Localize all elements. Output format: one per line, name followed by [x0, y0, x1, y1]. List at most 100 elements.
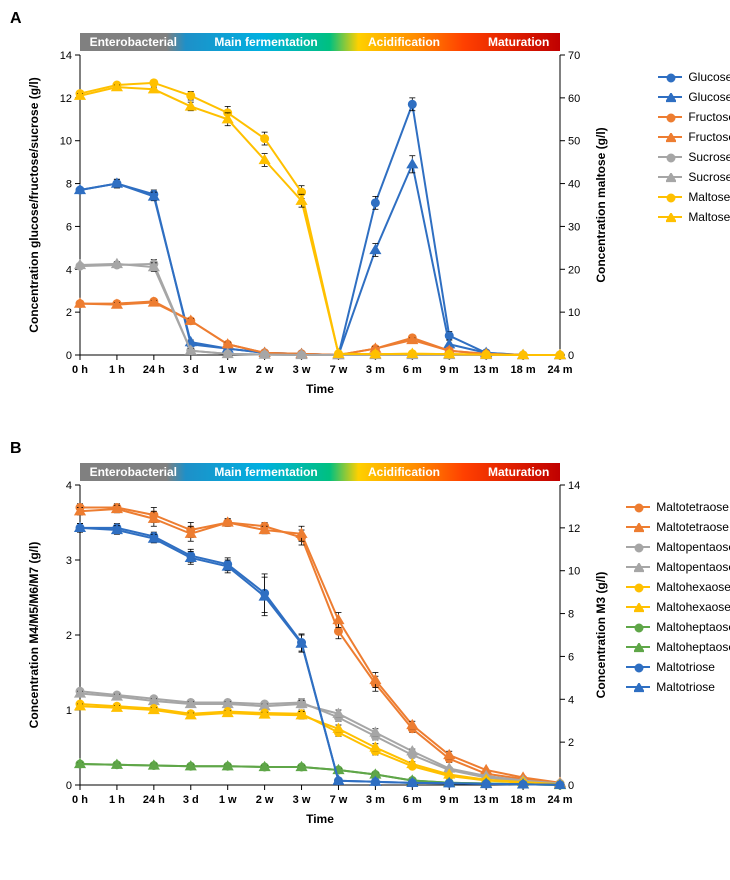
svg-text:1: 1 [66, 705, 72, 717]
legend-label: Maltotriose [656, 660, 715, 674]
chart-b: B Enterobacterial Main fermentation Acidif… [10, 440, 730, 850]
legend-item: Maltohexaose [626, 580, 730, 594]
svg-text:Maturation: Maturation [488, 35, 549, 49]
legend-label: Glucose [688, 90, 730, 104]
svg-text:4: 4 [66, 264, 72, 276]
svg-text:7 w: 7 w [330, 794, 348, 806]
svg-text:Main fermentation: Main fermentation [214, 465, 317, 479]
svg-text:2: 2 [568, 737, 574, 749]
svg-text:9 m: 9 m [440, 364, 459, 376]
legend-item: Maltohexaose [626, 600, 730, 614]
svg-text:18 m: 18 m [511, 364, 536, 376]
svg-text:Enterobacterial: Enterobacterial [90, 465, 177, 479]
svg-text:9 m: 9 m [440, 794, 459, 806]
legend-label: Maltotetraose [656, 500, 729, 514]
legend-label: Sucrose [688, 170, 730, 184]
svg-text:7 w: 7 w [330, 364, 348, 376]
legend-item: Maltoheptaose [626, 620, 730, 634]
svg-text:12: 12 [60, 93, 72, 105]
legend-label: Maltose [688, 190, 730, 204]
svg-text:4: 4 [568, 694, 574, 706]
legend-label: Maltopentaose [656, 560, 730, 574]
legend-item: Maltose [658, 210, 730, 224]
svg-text:13 m: 13 m [474, 364, 499, 376]
svg-text:0: 0 [568, 780, 574, 792]
legend-item: Fructose [658, 110, 730, 124]
legend: Glucose Glucose Fructose Fructose Sucrose Suc… [658, 70, 730, 230]
legend-label: Maltoheptaose [656, 640, 730, 654]
svg-text:8: 8 [66, 179, 72, 191]
legend-item: Fructose [658, 130, 730, 144]
legend-item: Maltose [658, 190, 730, 204]
svg-text:2: 2 [66, 630, 72, 642]
legend-label: Maltoheptaose [656, 620, 730, 634]
svg-text:Acidification: Acidification [368, 465, 440, 479]
svg-text:6 m: 6 m [403, 364, 422, 376]
svg-text:24 h: 24 h [143, 794, 165, 806]
svg-text:Acidification: Acidification [368, 35, 440, 49]
svg-text:4: 4 [66, 480, 72, 492]
svg-text:10: 10 [568, 307, 580, 319]
svg-text:Main fermentation: Main fermentation [214, 35, 317, 49]
svg-text:3 m: 3 m [366, 364, 385, 376]
legend-label: Fructose [688, 110, 730, 124]
legend: Maltotetraose Maltotetraose Maltopentaose M… [626, 500, 730, 700]
svg-text:Maturation: Maturation [488, 465, 549, 479]
svg-text:3: 3 [66, 555, 72, 567]
svg-text:24 h: 24 h [143, 364, 165, 376]
svg-text:0: 0 [66, 780, 72, 792]
legend-item: Glucose [658, 70, 730, 84]
svg-text:1 w: 1 w [219, 794, 237, 806]
svg-text:3 d: 3 d [183, 364, 199, 376]
svg-text:Time: Time [306, 812, 334, 826]
legend-label: Sucrose [688, 150, 730, 164]
legend-label: Fructose [688, 130, 730, 144]
legend-item: Maltotriose [626, 660, 730, 674]
legend-item: Maltopentaose [626, 560, 730, 574]
svg-text:3 m: 3 m [366, 794, 385, 806]
svg-text:2 w: 2 w [256, 794, 274, 806]
svg-text:Concentration M4/M5/M6/M7 (g/l: Concentration M4/M5/M6/M7 (g/l) [27, 542, 41, 729]
legend-item: Sucrose [658, 150, 730, 164]
legend-label: Glucose [688, 70, 730, 84]
legend-item: Sucrose [658, 170, 730, 184]
svg-text:6: 6 [66, 221, 72, 233]
svg-text:6 m: 6 m [403, 794, 422, 806]
svg-text:Concentration M3 (g/l): Concentration M3 (g/l) [594, 572, 608, 699]
svg-text:20: 20 [568, 264, 580, 276]
svg-text:50: 50 [568, 136, 580, 148]
svg-text:18 m: 18 m [511, 794, 536, 806]
svg-text:Concentration maltose (g/l): Concentration maltose (g/l) [594, 127, 608, 282]
panel-label-b: B [10, 440, 22, 458]
legend-label: Maltopentaose [656, 540, 730, 554]
legend-item: Maltotetraose [626, 520, 730, 534]
legend-item: Glucose [658, 90, 730, 104]
svg-text:13 m: 13 m [474, 794, 499, 806]
svg-text:0: 0 [66, 350, 72, 362]
svg-text:1 h: 1 h [109, 794, 125, 806]
panel-label-a: A [10, 10, 22, 28]
svg-text:1 h: 1 h [109, 364, 125, 376]
svg-text:3 w: 3 w [293, 364, 311, 376]
legend-label: Maltose [688, 210, 730, 224]
svg-text:30: 30 [568, 221, 580, 233]
svg-text:2: 2 [66, 307, 72, 319]
svg-text:24 m: 24 m [547, 364, 572, 376]
svg-text:2 w: 2 w [256, 364, 274, 376]
legend-item: Maltotriose [626, 680, 730, 694]
svg-text:40: 40 [568, 179, 580, 191]
svg-text:14: 14 [60, 50, 72, 62]
legend-item: Maltopentaose [626, 540, 730, 554]
legend-label: Maltohexaose [656, 600, 730, 614]
svg-text:10: 10 [60, 136, 72, 148]
svg-text:24 m: 24 m [547, 794, 572, 806]
svg-text:3 d: 3 d [183, 794, 199, 806]
svg-text:1 w: 1 w [219, 364, 237, 376]
svg-text:70: 70 [568, 50, 580, 62]
legend-label: Maltotriose [656, 680, 715, 694]
legend-label: Maltotetraose [656, 520, 729, 534]
svg-text:0: 0 [568, 350, 574, 362]
svg-text:60: 60 [568, 93, 580, 105]
svg-text:0 h: 0 h [72, 364, 88, 376]
legend-label: Maltohexaose [656, 580, 730, 594]
